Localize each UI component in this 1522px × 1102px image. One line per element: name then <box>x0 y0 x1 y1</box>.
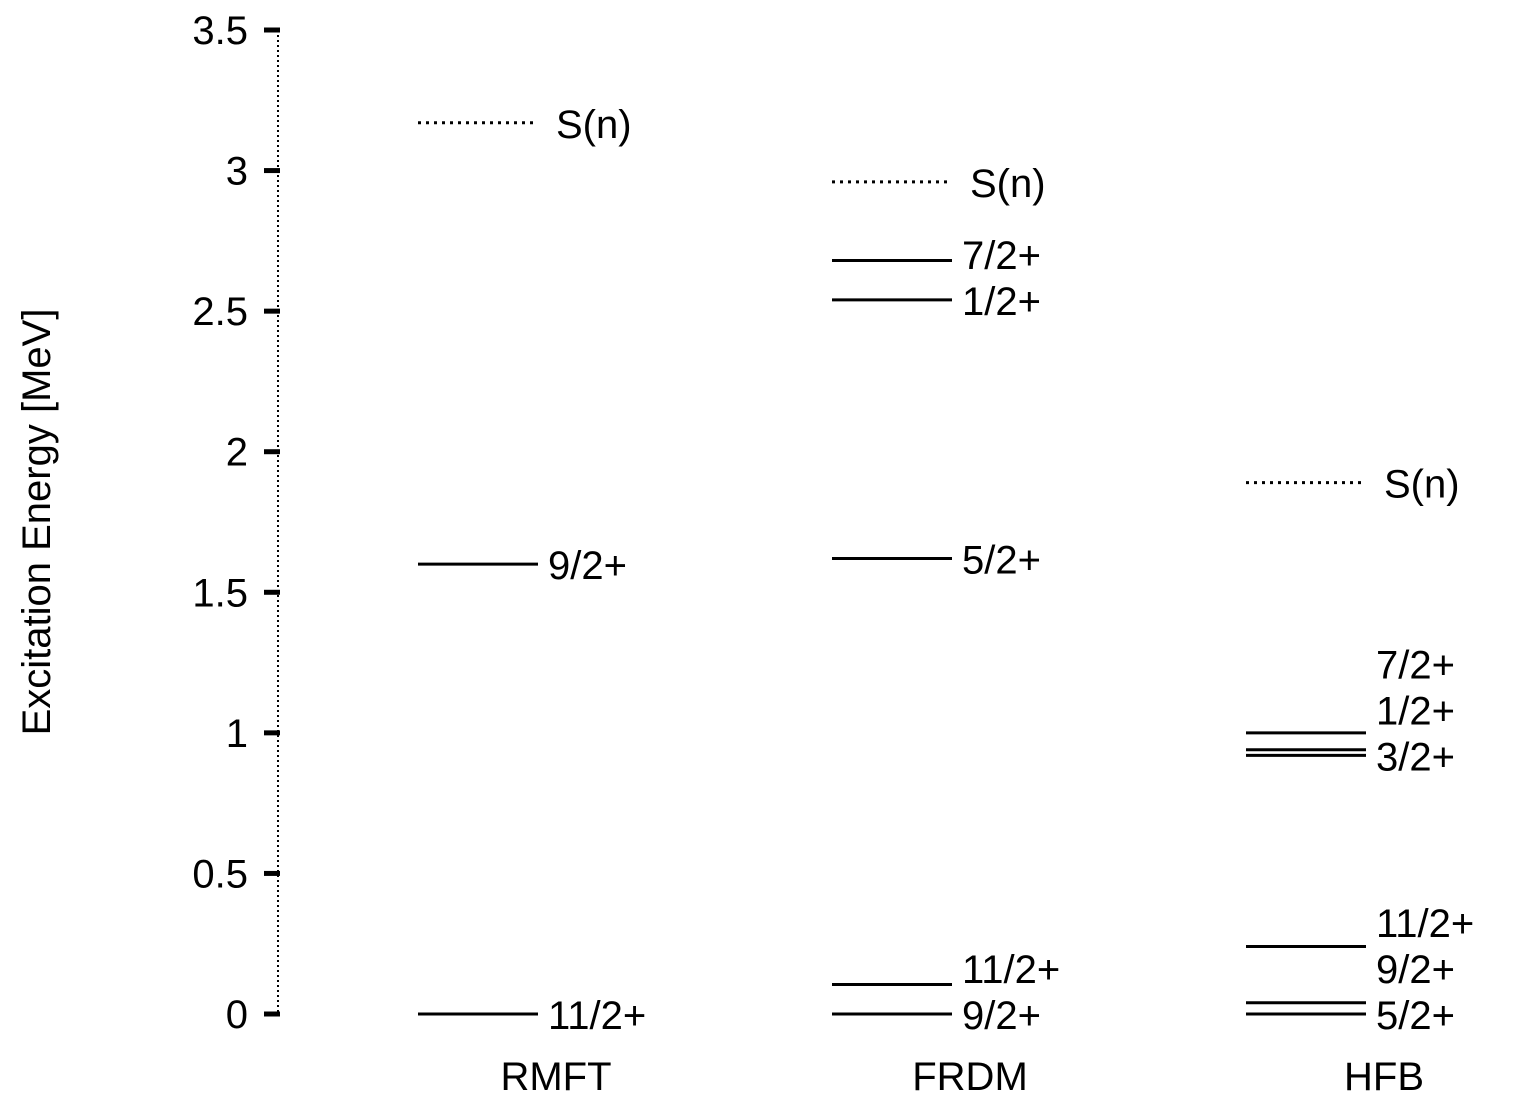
level-label: 5/2+ <box>1376 994 1455 1038</box>
category-label: FRDM <box>912 1055 1028 1099</box>
y-tick-label: 3 <box>226 150 248 194</box>
y-axis-title: Excitation Energy [MeV] <box>15 309 59 736</box>
level-label: 5/2+ <box>962 539 1041 583</box>
category-label: RMFT <box>500 1055 611 1099</box>
level-label: 11/2+ <box>962 948 1060 992</box>
levels-layer: 11/2+9/2+S(n)9/2+11/2+5/2+1/2+7/2+S(n)5/… <box>418 103 1474 1038</box>
level-label: 11/2+ <box>1376 902 1474 946</box>
level-label: 9/2+ <box>548 544 627 588</box>
y-tick-label: 3.5 <box>192 9 248 53</box>
y-tick-label: 1 <box>226 712 248 756</box>
level-label: 9/2+ <box>1376 948 1455 992</box>
y-axis-ticks: 0 0.5 1 1.5 2 2.5 3 3.5 <box>192 9 280 1037</box>
y-tick-label: 0 <box>226 993 248 1037</box>
level-label: 9/2+ <box>962 994 1041 1038</box>
level-label: 1/2+ <box>962 280 1041 324</box>
level-label: 7/2+ <box>1376 643 1455 687</box>
level-label: 11/2+ <box>548 994 646 1038</box>
separation-energy-label: S(n) <box>1384 463 1460 507</box>
y-tick-label: 2 <box>226 431 248 475</box>
category-label: HFB <box>1344 1055 1424 1099</box>
separation-energy-label: S(n) <box>970 162 1046 206</box>
y-tick-label: 0.5 <box>192 852 248 896</box>
level-label: 3/2+ <box>1376 735 1455 779</box>
y-tick-label: 2.5 <box>192 290 248 334</box>
level-label: 1/2+ <box>1376 689 1455 733</box>
level-label: 7/2+ <box>962 234 1041 278</box>
y-tick-label: 1.5 <box>192 571 248 615</box>
category-labels: RMFT FRDM HFB <box>500 1055 1424 1099</box>
separation-energy-label: S(n) <box>556 103 632 147</box>
